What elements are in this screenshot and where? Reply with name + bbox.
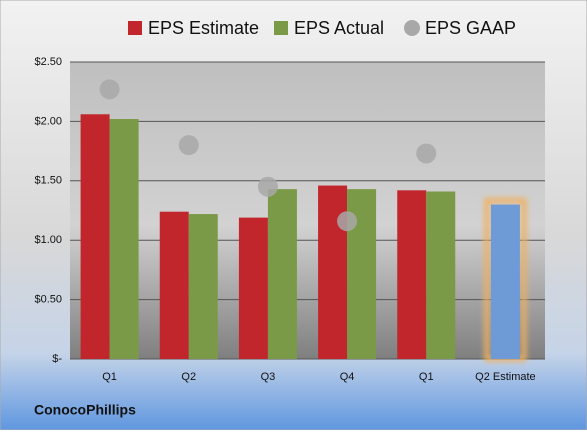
legend-label: EPS Actual	[294, 18, 384, 38]
x-tick-label: Q3	[261, 371, 276, 383]
bar	[267, 189, 297, 359]
x-tick-label: Q2 Estimate	[475, 371, 536, 383]
bar	[238, 217, 268, 359]
gaap-dot	[99, 79, 120, 100]
gaap-dot	[257, 176, 278, 197]
x-tick-label: Q1	[419, 371, 434, 383]
bar	[159, 211, 189, 359]
y-tick-label: $0.50	[34, 294, 62, 306]
legend-label: EPS GAAP	[425, 18, 516, 38]
gaap-dot	[337, 211, 358, 232]
plot-area	[70, 62, 545, 359]
bar	[397, 190, 427, 359]
bar	[188, 214, 218, 359]
gaap-dot	[178, 135, 199, 156]
y-tick-label: $2.00	[34, 115, 62, 127]
x-tick-label: Q2	[181, 371, 196, 383]
y-tick-label: $1.50	[34, 175, 62, 187]
x-tick-label: Q1	[102, 371, 117, 383]
bar	[318, 185, 348, 359]
legend-marker	[404, 20, 420, 36]
y-tick-label: $2.50	[34, 56, 62, 68]
legend-marker	[128, 21, 142, 35]
y-tick-label: $1.00	[34, 234, 62, 246]
bar	[109, 119, 139, 359]
bar	[490, 204, 520, 359]
legend-label: EPS Estimate	[148, 18, 259, 38]
bar	[426, 191, 456, 359]
x-tick-label: Q4	[340, 371, 355, 383]
legend-marker	[274, 21, 288, 35]
company-label: ConocoPhillips	[34, 402, 136, 418]
y-tick-label: $-	[52, 353, 62, 365]
gaap-dot	[416, 143, 437, 164]
bar	[80, 114, 110, 359]
